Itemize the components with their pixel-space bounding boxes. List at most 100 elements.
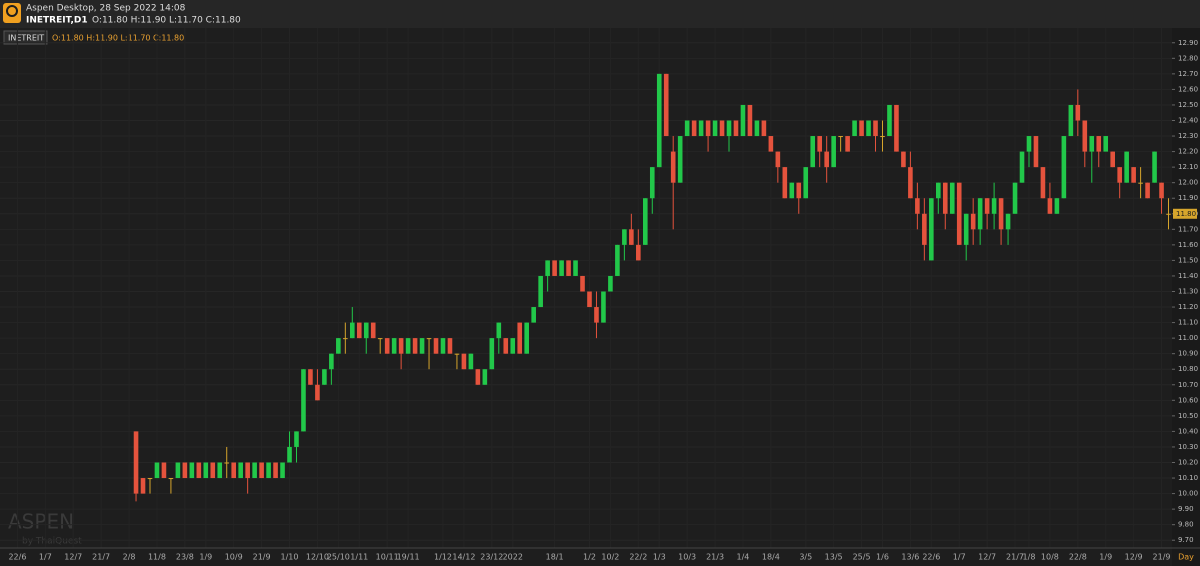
candle-body xyxy=(991,198,997,214)
candle-body xyxy=(622,229,627,245)
x-tick-label: 12/10 xyxy=(306,553,329,562)
y-tick-label: 11.20 xyxy=(1178,303,1198,311)
candle-body xyxy=(356,322,362,339)
x-tick-label: 12/7 xyxy=(64,553,82,562)
candle-body xyxy=(775,151,781,168)
candle-body xyxy=(859,120,864,137)
candle-body xyxy=(524,322,530,354)
candle-body xyxy=(412,338,418,354)
candle-body xyxy=(315,384,320,401)
candle-body xyxy=(747,104,753,137)
y-tick-label: 12.50 xyxy=(1178,101,1198,109)
x-tick-label: 1/7 xyxy=(39,553,52,562)
candle-body xyxy=(963,213,969,245)
candles xyxy=(133,73,1171,502)
candle-body xyxy=(719,120,725,137)
candle-body xyxy=(684,120,690,137)
candle-body xyxy=(594,307,599,323)
candle-body xyxy=(949,182,955,214)
x-tick-label: 1/6 xyxy=(876,553,889,562)
candle-body xyxy=(217,462,223,479)
candle-body xyxy=(454,353,460,355)
candle-body xyxy=(922,213,927,245)
x-tick-label: 21/9 xyxy=(1153,553,1171,562)
candle-body xyxy=(601,291,606,323)
candle-body xyxy=(182,462,188,479)
y-tick-label: 12.90 xyxy=(1178,39,1198,47)
candle-body xyxy=(670,151,676,183)
candle-body xyxy=(294,431,299,447)
candle-body xyxy=(935,182,941,199)
candle-body xyxy=(280,462,285,479)
x-tick-label: 18/1 xyxy=(546,553,564,562)
x-tick-label: 1/9 xyxy=(1099,553,1112,562)
y-tick-label: 12.10 xyxy=(1178,163,1198,171)
candle-body xyxy=(970,213,976,230)
x-tick-label: 10/2 xyxy=(601,553,619,562)
y-tick-label: 9.90 xyxy=(1178,505,1194,513)
candle-body xyxy=(140,478,146,494)
candle-body xyxy=(649,167,655,199)
y-tick-label: 12.00 xyxy=(1178,179,1198,187)
x-tick-label: 1/3 xyxy=(653,553,666,562)
candle-body xyxy=(377,338,383,340)
legend-symbol: INETREIT xyxy=(8,34,44,43)
candle-body xyxy=(1061,136,1067,199)
x-tick-label: 10/8 xyxy=(1041,553,1059,562)
symbol: INETREIT,D1 xyxy=(26,16,88,26)
x-tick-label: 22/6 xyxy=(922,553,940,562)
candle-body xyxy=(1131,167,1136,183)
candle-body xyxy=(705,120,711,137)
candle-body xyxy=(803,167,809,199)
candle-body xyxy=(447,338,453,354)
candle-body xyxy=(552,260,557,276)
x-tick-label: 1/12 xyxy=(434,553,452,562)
candle-body xyxy=(608,275,613,292)
candle-body xyxy=(845,136,850,152)
candle-body xyxy=(615,244,620,276)
candle-body xyxy=(1096,136,1102,152)
candle-body xyxy=(566,260,571,276)
candle-body xyxy=(587,291,592,308)
y-tick-label: 12.20 xyxy=(1178,148,1198,156)
candle-body xyxy=(531,307,536,323)
x-tick-label: 21/7 xyxy=(92,553,110,562)
candle-body xyxy=(475,369,481,385)
candle-body xyxy=(894,104,899,152)
candle-body xyxy=(468,353,474,370)
candle-body xyxy=(1040,167,1046,199)
x-tick-label: 10/9 xyxy=(225,553,243,562)
candle-body xyxy=(426,338,432,340)
candle-body xyxy=(238,462,243,479)
candle-body xyxy=(984,198,990,214)
y-tick-label: 10.80 xyxy=(1178,365,1198,373)
x-tick-label: 13/6 xyxy=(901,553,919,562)
candle-body xyxy=(370,322,376,339)
candle-body xyxy=(726,120,732,137)
candle-body xyxy=(1068,104,1074,137)
x-tick-label: 21/9 xyxy=(253,553,271,562)
candle-body xyxy=(336,338,341,354)
candle-body xyxy=(1019,151,1025,183)
candle-body xyxy=(908,167,913,199)
candle-body xyxy=(196,462,202,479)
y-tick-label: 9.70 xyxy=(1178,536,1194,544)
y-tick-label: 10.30 xyxy=(1178,443,1198,451)
candle-body xyxy=(391,338,397,354)
candle-body xyxy=(175,462,181,479)
candle-body xyxy=(754,120,760,137)
candle-body xyxy=(252,462,257,479)
candle-body xyxy=(517,322,523,354)
candle-body xyxy=(559,260,564,276)
candle-body xyxy=(691,120,697,137)
x-unit: Day xyxy=(1178,553,1194,562)
candle-body xyxy=(573,260,578,276)
legend-box xyxy=(3,30,48,45)
x-tick-label: 14/12 xyxy=(452,553,475,562)
app-title: Aspen Desktop, 28 Sep 2022 14:08 xyxy=(26,4,186,14)
x-tick-label: 25/10 xyxy=(327,553,350,562)
candle-body xyxy=(880,136,885,138)
candle-body xyxy=(733,120,739,137)
candle-body xyxy=(740,104,746,137)
